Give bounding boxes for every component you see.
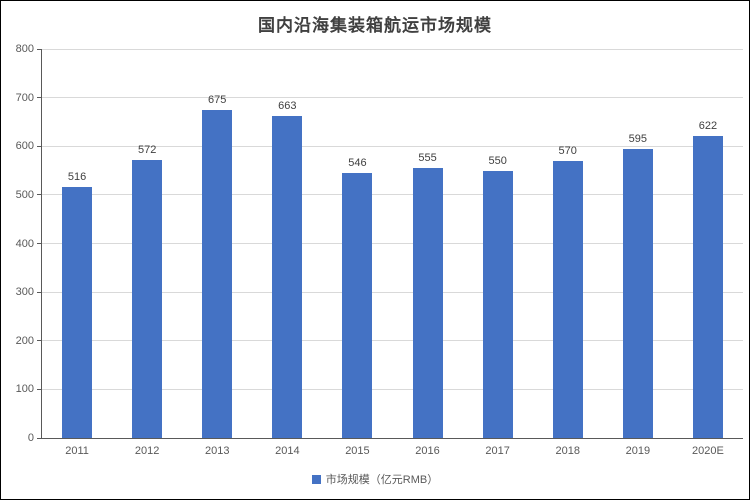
y-axis-tick-label: 700 <box>15 91 34 104</box>
bar <box>482 170 513 438</box>
y-tick-mark <box>37 48 42 50</box>
x-axis-label: 2013 <box>204 445 230 457</box>
bar-value-label: 570 <box>558 144 577 157</box>
gridline <box>42 291 743 293</box>
legend: 市场规模（亿元RMB） <box>1 471 749 487</box>
gridline <box>42 145 743 147</box>
plot-area: 0 100 200 300 400 500 600 700 800 516 2011 572 2012 6… <box>16 43 743 457</box>
y-axis-tick-label: 200 <box>15 334 34 347</box>
chart-title: 国内沿海集装箱航运市场规模 <box>258 16 492 35</box>
y-tick-mark <box>37 243 42 244</box>
y-axis-tick-label: 100 <box>15 383 34 396</box>
y-tick-mark <box>37 291 42 293</box>
bar-value-label: 516 <box>67 171 87 184</box>
bar <box>342 172 373 438</box>
gridline <box>42 97 743 99</box>
bar <box>552 160 583 438</box>
x-axis-label: 2014 <box>275 445 300 457</box>
gridline <box>42 48 743 50</box>
x-axis-label: 2016 <box>415 445 440 457</box>
gridline <box>42 194 743 196</box>
x-axis-label: 2020E <box>692 445 724 457</box>
gridline <box>42 243 743 244</box>
bar <box>272 115 303 438</box>
y-axis-tick-label: 800 <box>15 43 34 55</box>
y-axis-tick-label: 600 <box>15 140 34 153</box>
x-axis-label: 2017 <box>485 445 510 457</box>
y-axis-tick-label: 500 <box>15 188 34 201</box>
bar <box>692 135 723 438</box>
bar <box>622 148 653 438</box>
y-axis-tick-label: 400 <box>15 237 34 250</box>
x-axis-label: 2012 <box>134 445 160 457</box>
legend-swatch-icon <box>311 474 321 484</box>
bar-value-label: 555 <box>418 152 437 165</box>
y-tick-mark <box>37 194 42 196</box>
bar <box>62 187 93 438</box>
y-axis-tick-label: 300 <box>15 286 34 299</box>
y-tick-mark <box>37 145 42 147</box>
gridline <box>42 388 743 390</box>
bar-value-label: 550 <box>488 154 507 167</box>
x-axis-label: 2015 <box>345 445 370 457</box>
bar-value-label: 622 <box>698 119 718 132</box>
x-axis-label: 2011 <box>65 445 89 457</box>
bar-value-label: 663 <box>278 99 297 112</box>
bar-value-label: 595 <box>628 132 648 145</box>
bar <box>202 109 233 438</box>
legend-label: 市场规模（亿元RMB） <box>325 474 439 486</box>
gridline <box>42 340 743 342</box>
bar-value-label: 546 <box>348 156 367 169</box>
bar-value-label: 572 <box>137 143 157 156</box>
y-tick-mark <box>37 437 42 439</box>
bar <box>132 159 163 438</box>
bar-value-label: 675 <box>208 93 227 106</box>
y-tick-mark <box>37 340 42 342</box>
x-axis-label: 2018 <box>555 445 580 457</box>
y-axis-tick-label: 0 <box>27 432 34 444</box>
x-axis-label: 2019 <box>625 445 651 457</box>
y-tick-mark <box>37 388 42 390</box>
bar <box>412 168 443 438</box>
y-tick-mark <box>37 97 42 99</box>
